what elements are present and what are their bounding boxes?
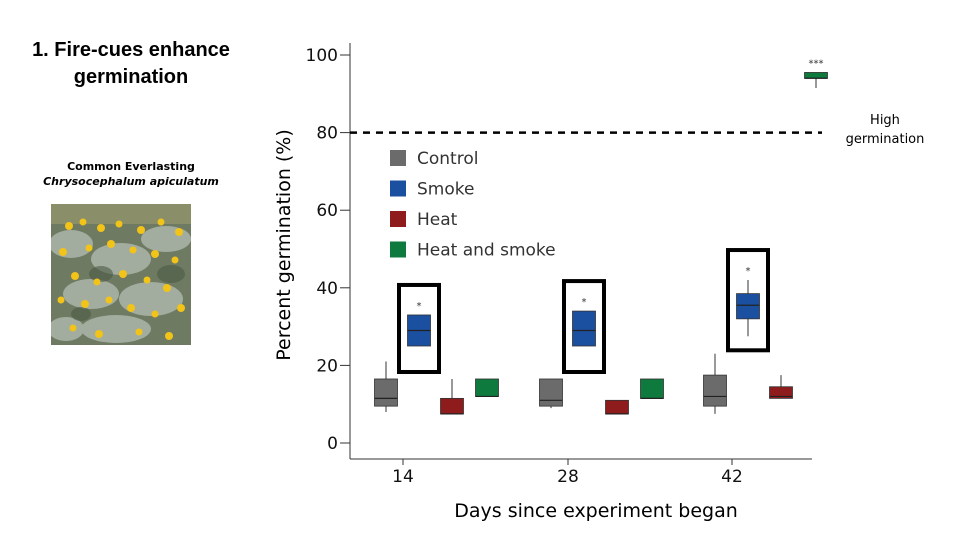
box-body (640, 378, 664, 399)
box-smoke-day-28: * (572, 297, 596, 347)
x-tick-label: 28 (557, 467, 579, 487)
y-tick-label: 20 (316, 356, 338, 376)
y-axis-title: Percent germination (%) (273, 129, 295, 361)
box-heat-and-smoke-day-42: *** (804, 58, 828, 88)
highlight-frame (726, 248, 770, 353)
highlight-frame (397, 282, 441, 374)
box-body (703, 374, 727, 407)
box-heat-and-smoke-day-28 (640, 378, 664, 399)
box-heat-day-42 (769, 375, 793, 399)
legend-label: Smoke (417, 180, 474, 200)
box-body (539, 378, 563, 407)
legend-swatch (390, 150, 406, 166)
y-tick-label: 40 (316, 279, 338, 299)
legend-label: Control (417, 149, 478, 169)
legend-swatch (390, 211, 406, 227)
y-tick-label: 0 (327, 434, 338, 454)
legend-swatch (390, 241, 406, 258)
slide-title: 1. Fire-cues enhance germination (32, 39, 230, 88)
significance-label: * (582, 297, 587, 308)
legend-label: Heat (417, 210, 458, 230)
y-tick-label: 100 (306, 46, 338, 66)
box-control-day-42 (703, 353, 727, 414)
box-control-day-14 (374, 361, 398, 412)
y-tick-label: 60 (316, 201, 338, 221)
significance-label: * (746, 266, 751, 277)
box-heat-and-smoke-day-14 (475, 378, 499, 398)
box-body (374, 378, 398, 407)
box-body (736, 293, 760, 320)
x-tick-label: 14 (392, 467, 414, 487)
highlight-frame (562, 279, 606, 374)
box-smoke-day-42: * (736, 266, 760, 337)
box-body (804, 72, 828, 79)
x-tick-label: 42 (721, 467, 743, 487)
box-body (572, 310, 596, 347)
species-scientific-name: Chrysocephalum apiculatum (43, 175, 219, 188)
box-body (769, 386, 793, 399)
box-heat-day-14 (440, 378, 464, 415)
legend-swatch (390, 180, 406, 197)
box-body (605, 399, 629, 415)
x-axis-title: Days since experiment began (454, 500, 738, 522)
high-germination-note: High germination (845, 113, 925, 147)
box-control-day-28 (539, 378, 563, 409)
significance-label: *** (809, 58, 824, 69)
significance-label: * (417, 301, 422, 312)
box-body (475, 378, 499, 397)
box-smoke-day-14: * (407, 301, 431, 347)
y-tick-label: 80 (316, 124, 338, 144)
species-common-name: Common Everlasting (67, 160, 195, 173)
everlasting-flowers-photo (51, 204, 191, 345)
box-body (440, 397, 464, 415)
legend-label: Heat and smoke (417, 241, 556, 261)
box-heat-day-28 (605, 399, 629, 415)
